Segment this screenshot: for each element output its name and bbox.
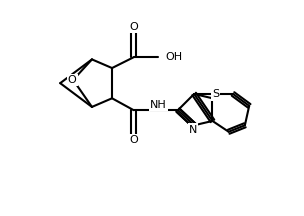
Text: O: O <box>68 75 76 85</box>
Text: S: S <box>212 89 219 99</box>
Text: O: O <box>129 135 138 145</box>
Text: N: N <box>189 125 197 135</box>
Text: OH: OH <box>165 52 182 62</box>
Text: O: O <box>129 22 138 32</box>
Text: NH: NH <box>150 100 167 110</box>
